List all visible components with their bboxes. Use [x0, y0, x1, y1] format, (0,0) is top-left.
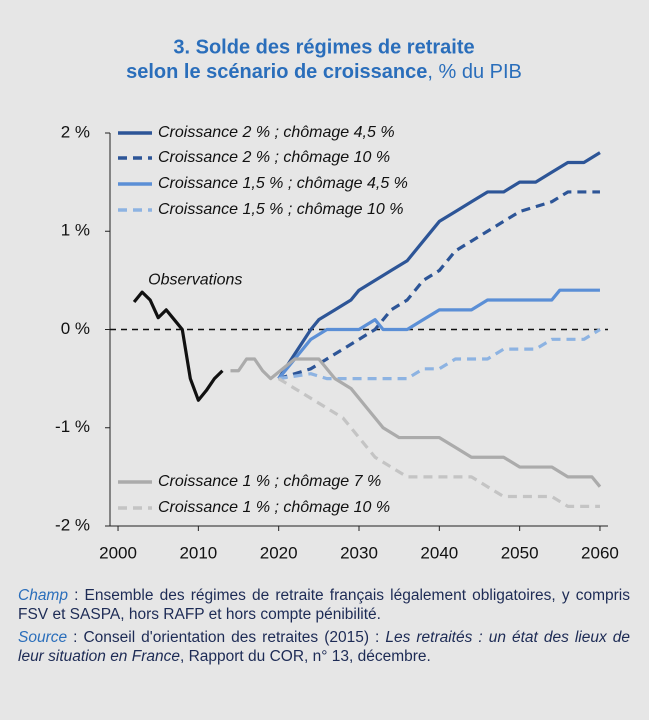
series-line — [278, 328, 601, 381]
y-tick-label: -2 % — [55, 515, 90, 534]
legend-label: Croissance 2 % ; chômage 4,5 % — [158, 124, 395, 141]
notes: Champ : Ensemble des régimes de retraite… — [18, 586, 630, 670]
legend-label: Croissance 1 % ; chômage 10 % — [158, 499, 390, 516]
x-tick-label: 2050 — [501, 543, 539, 562]
x-tick-label: 2060 — [581, 543, 619, 562]
note-text: , Rapport du COR, n° 13, décembre. — [179, 648, 431, 665]
series-line — [132, 290, 224, 402]
note-text: : Conseil d'orientation des retraites (2… — [67, 629, 386, 646]
series-line — [278, 190, 600, 381]
x-tick-label: 2040 — [420, 543, 458, 562]
legend-label: Croissance 1 % ; chômage 7 % — [158, 473, 381, 490]
legend-label: Croissance 1,5 % ; chômage 10 % — [158, 201, 403, 218]
note: Champ : Ensemble des régimes de retraite… — [18, 586, 630, 624]
note-text: : Ensemble des régimes de retraite franç… — [18, 587, 630, 623]
chart-title: selon le scénario de croissance, % du PI… — [126, 61, 522, 83]
legend-label: Croissance 2 % ; chômage 10 % — [158, 149, 390, 166]
y-tick-label: 0 % — [61, 319, 90, 338]
y-tick-label: 1 % — [61, 221, 90, 240]
series-line — [230, 357, 602, 488]
y-tick-label: -1 % — [55, 417, 90, 436]
chart-title: selon le scénario de croissance — [126, 61, 427, 83]
annotation: Observations — [148, 271, 242, 288]
chart-subtitle: , % du PIB — [427, 61, 522, 83]
chart-title: 3. Solde des régimes de retraite — [173, 36, 474, 58]
legend-label: Croissance 1,5 % ; chômage 4,5 % — [158, 175, 408, 192]
chart: 3. Solde des régimes de retraite selon l… — [55, 36, 619, 562]
x-tick-label: 2020 — [260, 543, 298, 562]
x-tick-label: 2030 — [340, 543, 378, 562]
series-line — [277, 288, 600, 380]
note-label: Champ — [18, 587, 68, 604]
y-tick-label: 2 % — [61, 122, 90, 141]
x-tick-label: 2000 — [99, 543, 137, 562]
note-label: Source — [18, 629, 68, 646]
note: Source : Conseil d'orientation des retra… — [18, 628, 630, 666]
x-tick-label: 2010 — [179, 543, 217, 562]
series-line — [277, 151, 601, 380]
note-text: Les retraités : un état des lieux de leu… — [18, 629, 630, 665]
